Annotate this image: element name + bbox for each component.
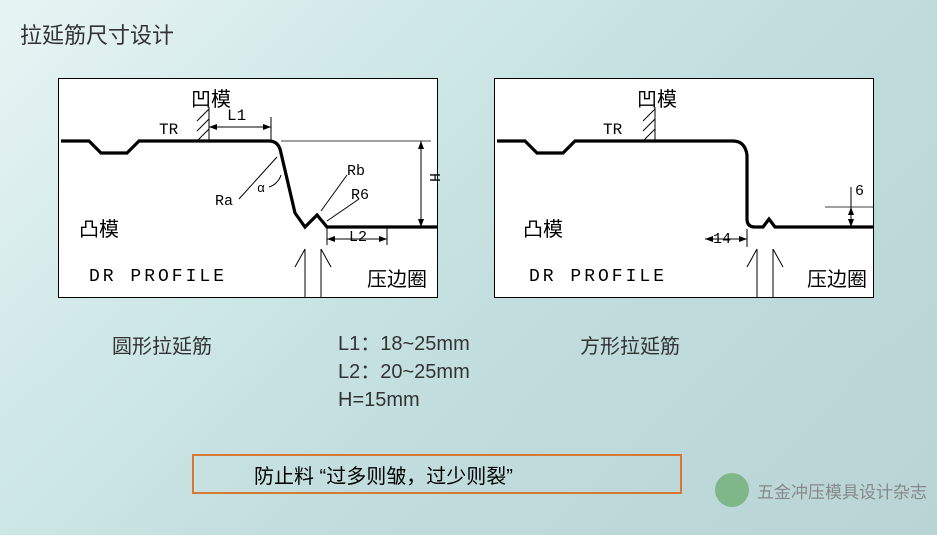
dim-l2: L2：20~25mm xyxy=(338,358,470,386)
caption-left: 圆形拉延筋 xyxy=(112,330,212,359)
label-punch: 凸模 xyxy=(79,213,119,242)
label-profile: DR PROFILE xyxy=(89,267,227,287)
label-tr-r: TR xyxy=(603,121,622,139)
label-h: H xyxy=(425,173,442,182)
watermark-text: 五金冲压模具设计杂志 xyxy=(757,478,927,503)
label-ra: Ra xyxy=(215,193,233,210)
diagram-square-drawbead: 凹模 TR 6 14 凸模 DR PROFILE 压边圈 xyxy=(494,78,874,298)
label-l1: L1 xyxy=(227,107,246,125)
label-6: 6 xyxy=(855,183,864,200)
label-profile-r: DR PROFILE xyxy=(529,267,667,287)
label-l2: L2 xyxy=(349,229,367,246)
callout-text: 防止料 “过多则皱，过少则裂” xyxy=(254,460,513,489)
diagram-circular-drawbead: 凹模 TR L1 Ra α Rb R6 H L2 凸模 DR PROFILE 压… xyxy=(58,78,438,298)
label-holder: 压边圈 xyxy=(367,263,427,292)
dim-h: H=15mm xyxy=(338,386,470,414)
label-punch-r: 凸模 xyxy=(523,213,563,242)
label-alpha: α xyxy=(257,181,265,196)
watermark-icon xyxy=(715,473,749,507)
dim-l1: L1：18~25mm xyxy=(338,330,470,358)
callout-box: 防止料 “过多则皱，过少则裂” xyxy=(192,454,682,494)
caption-right: 方形拉延筋 xyxy=(580,330,680,359)
dimension-list: L1：18~25mm L2：20~25mm H=15mm xyxy=(338,330,470,414)
page-title: 拉延筋尺寸设计 xyxy=(20,18,174,50)
label-r6: R6 xyxy=(351,187,369,204)
label-die: 凹模 xyxy=(191,83,231,112)
watermark: 五金冲压模具设计杂志 xyxy=(715,473,927,507)
label-die-r: 凹模 xyxy=(637,83,677,112)
label-tr: TR xyxy=(159,121,178,139)
label-holder-r: 压边圈 xyxy=(807,263,867,292)
label-rb: Rb xyxy=(347,163,365,180)
label-14: 14 xyxy=(713,231,731,248)
